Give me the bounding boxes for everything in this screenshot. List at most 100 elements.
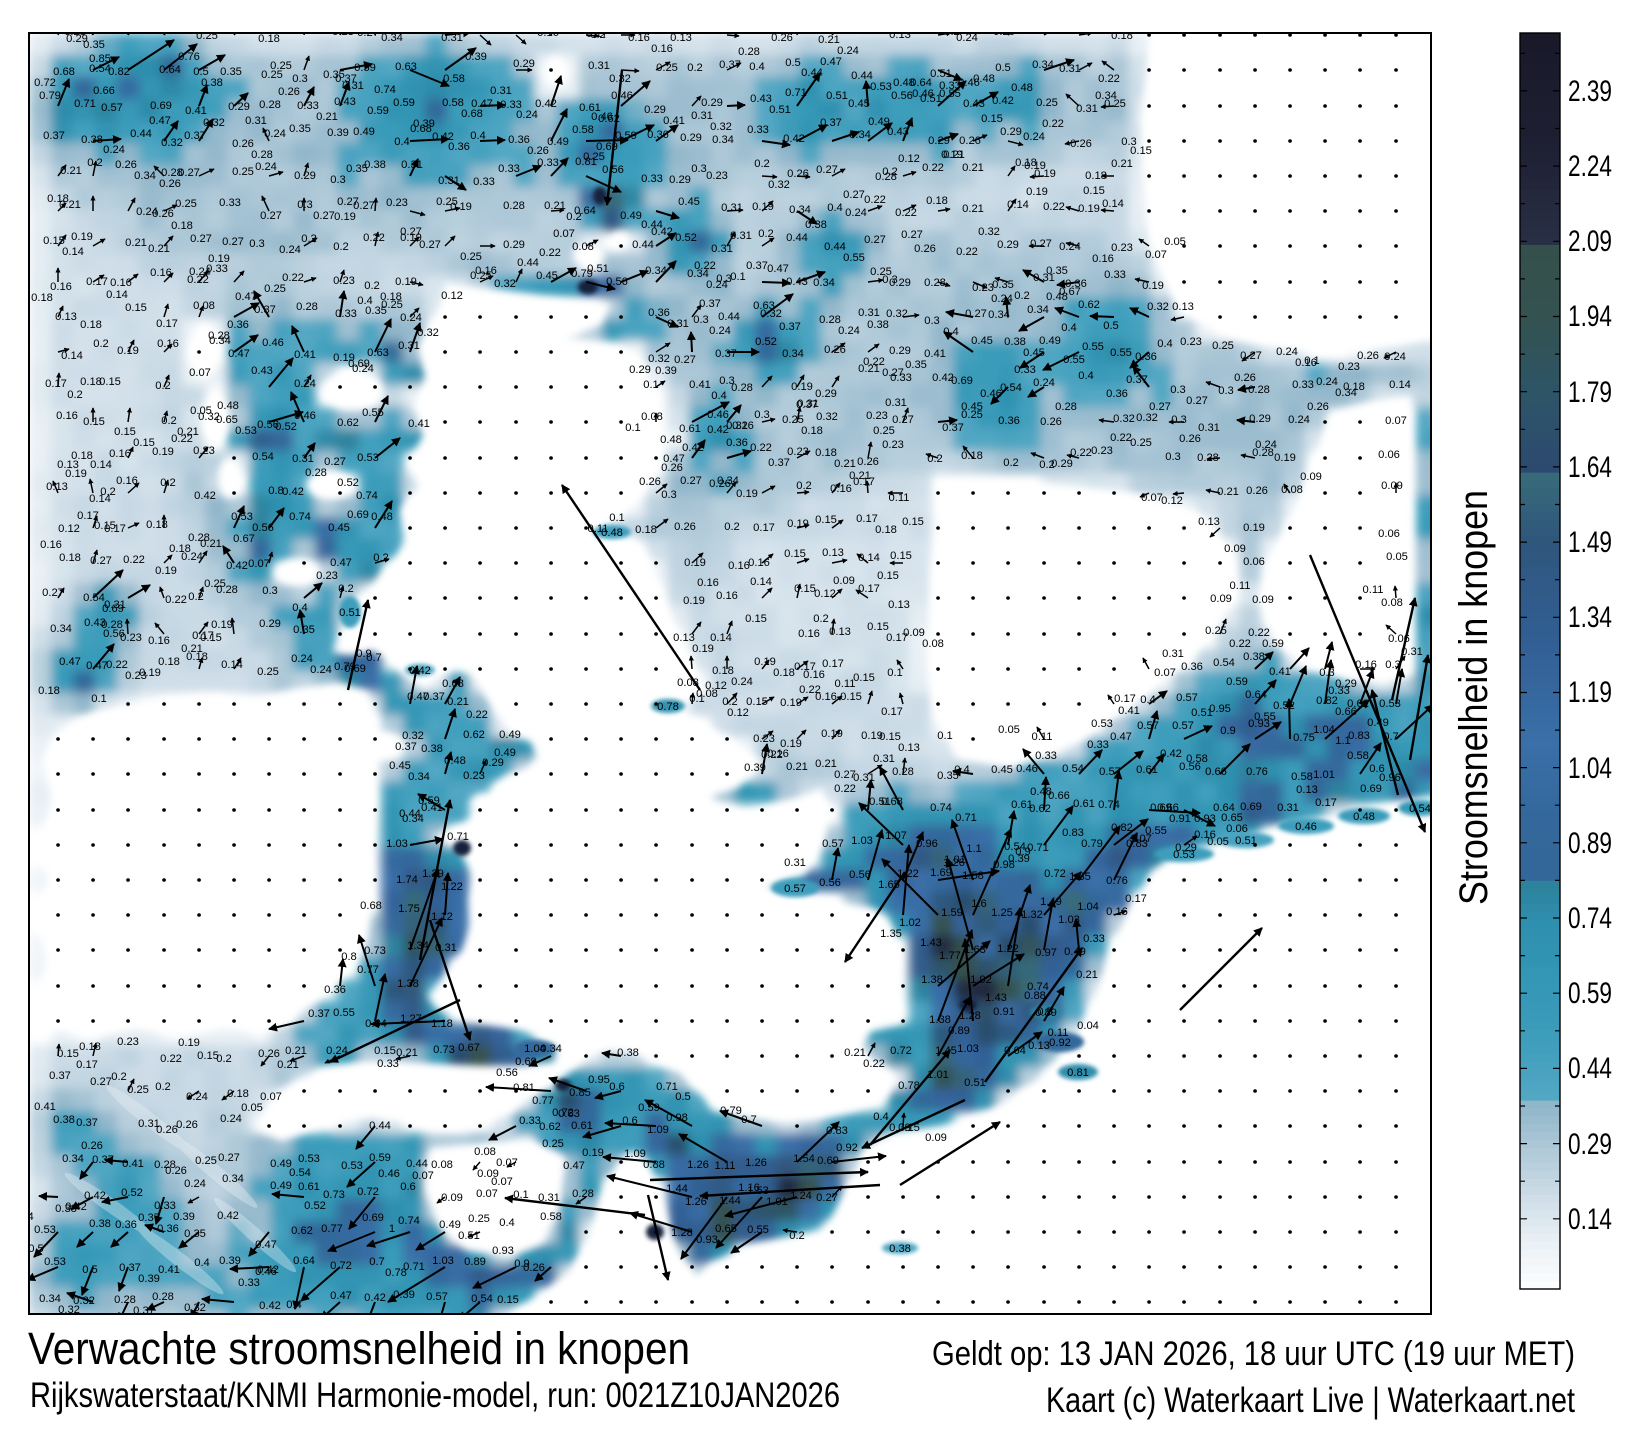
svg-text:0.28: 0.28 — [731, 382, 753, 394]
svg-text:0.43: 0.43 — [251, 365, 273, 377]
svg-text:0.14: 0.14 — [106, 289, 128, 301]
svg-text:0.24: 0.24 — [103, 144, 125, 156]
svg-text:0.32: 0.32 — [886, 308, 908, 320]
svg-text:0.09: 0.09 — [1300, 471, 1322, 483]
svg-text:0.16: 0.16 — [109, 448, 131, 460]
svg-text:0.37: 0.37 — [699, 298, 721, 310]
svg-text:0.45: 0.45 — [328, 522, 350, 534]
svg-text:0.19: 0.19 — [582, 1147, 604, 1159]
svg-text:0.55: 0.55 — [1063, 354, 1085, 366]
svg-text:0.4: 0.4 — [1078, 370, 1094, 382]
svg-text:0.07: 0.07 — [553, 228, 575, 240]
svg-text:0.62: 0.62 — [291, 1225, 313, 1237]
svg-text:0.66: 0.66 — [1048, 790, 1070, 802]
svg-text:0.22: 0.22 — [165, 594, 187, 606]
svg-text:0.41: 0.41 — [408, 418, 430, 430]
svg-text:0.34: 0.34 — [62, 1153, 84, 1165]
svg-text:0.34: 0.34 — [813, 277, 835, 289]
svg-text:0.04: 0.04 — [1077, 1020, 1099, 1032]
svg-text:0.18: 0.18 — [926, 195, 948, 207]
svg-text:0.21: 0.21 — [1111, 158, 1133, 170]
svg-text:1.44: 1.44 — [719, 1195, 741, 1207]
svg-text:0.21: 0.21 — [1217, 486, 1239, 498]
svg-text:0.91: 0.91 — [1169, 813, 1191, 825]
svg-text:0.92: 0.92 — [836, 1142, 858, 1154]
svg-text:0.14: 0.14 — [710, 632, 732, 644]
svg-text:0.2: 0.2 — [1014, 290, 1030, 302]
svg-text:0.38: 0.38 — [89, 1218, 111, 1230]
svg-text:0.33: 0.33 — [498, 163, 520, 175]
svg-text:0.26: 0.26 — [732, 420, 754, 432]
svg-text:0.46: 0.46 — [980, 388, 1002, 400]
svg-text:0.37: 0.37 — [768, 457, 790, 469]
svg-text:0.15: 0.15 — [99, 376, 121, 388]
svg-text:1.75: 1.75 — [398, 903, 420, 915]
svg-text:0.24: 0.24 — [991, 293, 1013, 305]
svg-text:0.22: 0.22 — [1042, 118, 1064, 130]
svg-text:0.25: 0.25 — [1130, 437, 1152, 449]
svg-text:0.41: 0.41 — [294, 349, 316, 361]
svg-text:0.18: 0.18 — [79, 1041, 101, 1053]
svg-text:0.4: 0.4 — [711, 390, 727, 402]
svg-text:0.72: 0.72 — [552, 1107, 574, 1119]
svg-text:0.3: 0.3 — [1170, 384, 1186, 396]
svg-text:0.64: 0.64 — [293, 1255, 315, 1267]
svg-text:0.57: 0.57 — [784, 883, 806, 895]
svg-text:0.49: 0.49 — [353, 126, 375, 138]
svg-text:0.74: 0.74 — [1098, 799, 1120, 811]
svg-text:0.14: 0.14 — [1389, 379, 1411, 391]
svg-text:0.19: 0.19 — [211, 619, 233, 631]
svg-text:0.26: 0.26 — [523, 1262, 545, 1274]
svg-text:0.61: 0.61 — [571, 1120, 593, 1132]
svg-text:0.07: 0.07 — [1141, 492, 1163, 504]
svg-text:0.33: 0.33 — [377, 1058, 399, 1070]
svg-text:0.24: 0.24 — [838, 325, 860, 337]
svg-text:1.03: 1.03 — [386, 838, 408, 850]
svg-text:0.24: 0.24 — [255, 161, 277, 173]
svg-text:0.24: 0.24 — [516, 109, 538, 121]
svg-text:0.62: 0.62 — [539, 1121, 561, 1133]
svg-text:1.38: 1.38 — [397, 978, 419, 990]
svg-text:0.1: 0.1 — [643, 379, 659, 391]
svg-text:0.83: 0.83 — [1348, 730, 1370, 742]
svg-text:0.46: 0.46 — [1295, 821, 1317, 833]
svg-text:0.18: 0.18 — [158, 656, 180, 668]
svg-text:0.44: 0.44 — [718, 311, 740, 323]
svg-text:0.3: 0.3 — [1165, 451, 1181, 463]
svg-text:0.22: 0.22 — [171, 433, 193, 445]
svg-text:0.73: 0.73 — [433, 1044, 455, 1056]
svg-text:0.74: 0.74 — [374, 84, 396, 96]
svg-text:0.18: 0.18 — [31, 292, 53, 304]
svg-text:0.24: 0.24 — [1288, 414, 1310, 426]
svg-text:0.26: 0.26 — [159, 178, 181, 190]
svg-text:0.21: 0.21 — [943, 149, 965, 161]
svg-text:0.58: 0.58 — [540, 1211, 562, 1223]
svg-text:1.26: 1.26 — [745, 1157, 767, 1169]
svg-text:0.53: 0.53 — [1091, 718, 1113, 730]
svg-text:0.21: 0.21 — [834, 458, 856, 470]
svg-text:0.5: 0.5 — [675, 1091, 691, 1103]
svg-text:0.49: 0.49 — [270, 1180, 292, 1192]
svg-text:0.27: 0.27 — [680, 475, 702, 487]
svg-text:0.11: 0.11 — [889, 492, 910, 504]
svg-text:0.39: 0.39 — [393, 1289, 415, 1301]
svg-text:0.26: 0.26 — [914, 243, 936, 255]
svg-text:0.47: 0.47 — [330, 557, 352, 569]
svg-text:0.28: 0.28 — [1055, 401, 1077, 413]
svg-text:0.27: 0.27 — [178, 167, 200, 179]
svg-text:0.13: 0.13 — [1028, 1040, 1050, 1052]
svg-text:0.31: 0.31 — [1198, 422, 1220, 434]
svg-text:0.17: 0.17 — [753, 522, 775, 534]
svg-text:0.28: 0.28 — [1248, 384, 1270, 396]
svg-text:0.16: 0.16 — [803, 669, 825, 681]
svg-text:0.35: 0.35 — [220, 66, 242, 78]
svg-text:0.21: 0.21 — [962, 203, 984, 215]
svg-text:1.01: 1.01 — [1313, 769, 1335, 781]
svg-text:0.29: 0.29 — [629, 364, 651, 376]
svg-text:0.13: 0.13 — [1172, 301, 1194, 313]
svg-text:0.5: 0.5 — [995, 62, 1011, 74]
svg-text:0.05: 0.05 — [998, 724, 1020, 736]
svg-text:0.35: 0.35 — [1046, 265, 1068, 277]
svg-text:0.54: 0.54 — [1409, 803, 1431, 815]
svg-text:0.28: 0.28 — [503, 200, 525, 212]
